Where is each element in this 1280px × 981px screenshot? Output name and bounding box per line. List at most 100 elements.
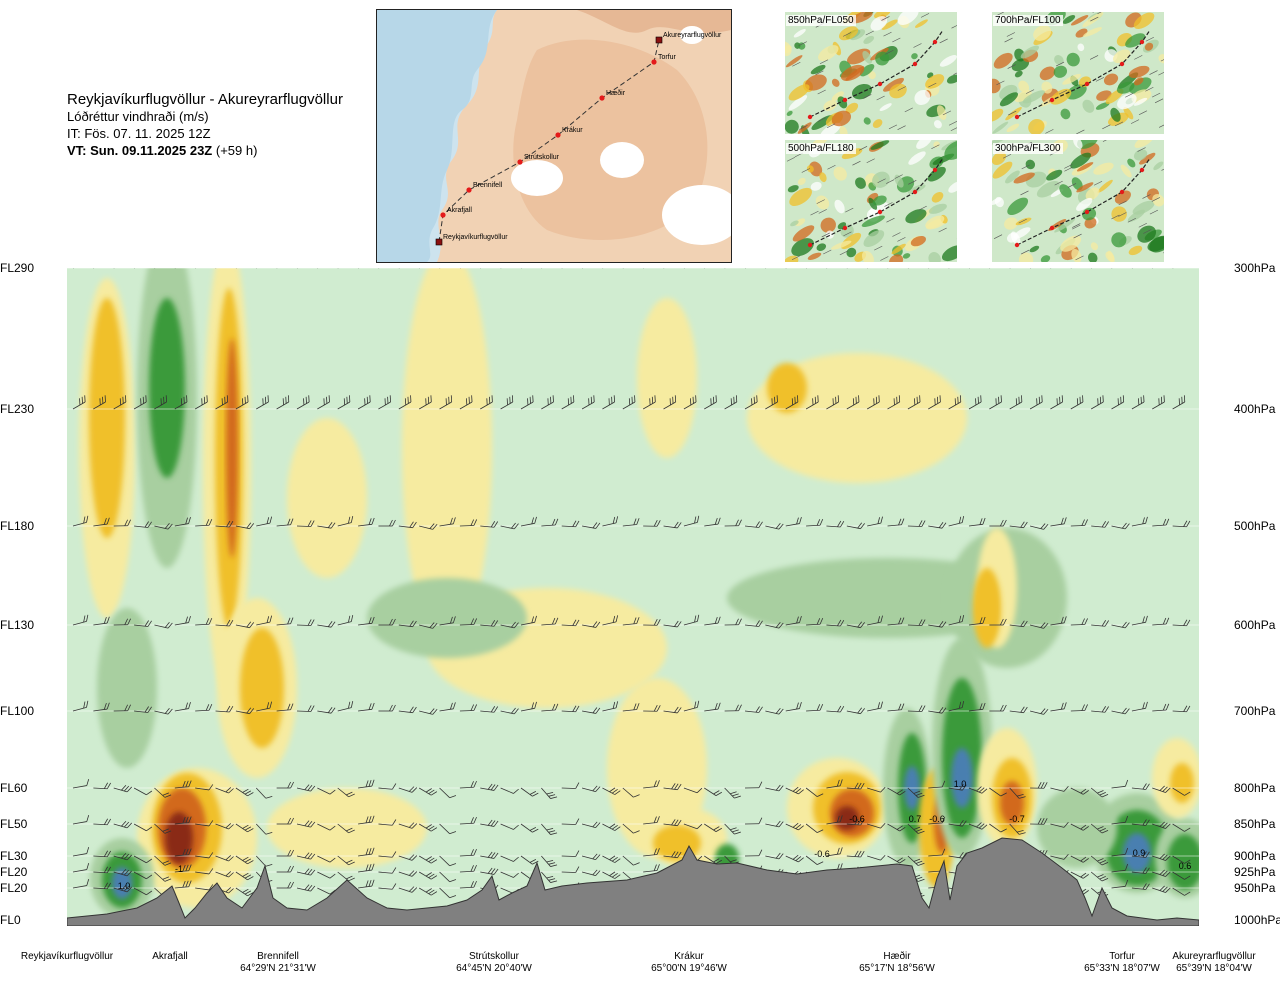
level-map-texture [1158,54,1164,64]
level-map-texture [1062,15,1076,24]
wind-barb [602,855,621,863]
level-map-barb [1095,77,1105,82]
waypoint-coord: 65°00'N 19°46'W [651,963,727,974]
level-map-barb [1137,147,1146,152]
level-map-texture [831,91,844,102]
level-map-barb [1002,154,1012,159]
level-map-texture [793,28,806,38]
wind-barb [724,618,742,626]
wind-barb [195,852,214,859]
wind-barb [765,852,784,860]
wind-barb [561,850,580,857]
contour-label: -0.7 [1009,814,1025,824]
level-map-texture [933,120,942,129]
wind-barb [276,395,290,410]
wind-barb [378,783,397,790]
level-map-waypoint [1119,189,1125,195]
wind-barb [174,864,192,873]
wind-barb [256,516,273,527]
wind-barb [195,868,214,875]
wind-barb [439,871,457,883]
level-map-texture [936,105,947,120]
pressure-level-label: 500hPa [1234,519,1276,533]
level-map-700-graphic [992,12,1164,134]
level-map-texture [863,230,885,248]
wind-barb [520,395,534,410]
wind-barb [195,884,214,891]
level-map-texture [905,209,927,224]
waypoint-name: Brennifell [257,951,299,962]
level-map-barb [817,117,826,122]
wind-barb [887,518,905,527]
level-map-barb [951,25,957,29]
level-map-barb [816,199,825,204]
level-map-texture [946,74,957,84]
level-map-barb [1021,164,1030,170]
wind-barb [174,780,192,789]
wind-barb [1172,705,1191,713]
valid-offset: (+59 h) [215,143,258,158]
wind-barb [785,395,799,410]
wind-barb [928,816,946,825]
level-map-barb [892,37,901,43]
wind-barb [93,850,112,858]
wind-barb [1131,783,1150,790]
level-map-barb [931,144,940,150]
level-map-texture [1011,58,1030,72]
wind-barb [276,781,294,789]
level-map-waypoint [912,189,918,195]
wind-barb [704,517,721,527]
level-map-texture [1153,161,1164,171]
waypoint-name: Akureyrarflugvöllur [1172,951,1256,962]
wind-barb [195,784,214,791]
wind-barb [174,395,188,410]
waypoint-coord: 64°45'N 20°40'W [456,963,532,974]
wind-barb [72,700,89,712]
wind-barb [1050,517,1067,527]
wind-barb [215,823,234,830]
level-map-barb [1004,37,1013,43]
level-map-texture [1139,152,1156,165]
wind-barb [235,855,254,865]
wind-barb [134,706,152,713]
wind-barb [989,395,1002,410]
flight-level-label: FL20 [0,881,28,895]
wind-barb [765,708,784,715]
level-map-texture [834,199,845,214]
wind-barb [296,395,310,410]
wind-barb [1050,854,1069,860]
wind-barb [622,617,640,626]
wind-barb [867,615,883,626]
level-map-barb [1158,124,1164,128]
level-map-texture [1025,159,1036,170]
wind-barb [744,781,763,789]
level-map-texture [1060,235,1082,252]
wind-barb [1172,619,1191,627]
wind-barb [643,520,661,527]
level-map-texture [1111,232,1127,248]
level-map-texture [788,95,808,111]
level-map-waypoint [807,114,813,120]
wind-barb [255,787,273,799]
wind-barb [867,854,886,861]
level-map-waypoint [842,225,848,231]
level-map-barb [1020,190,1029,196]
wind-barb [337,787,355,798]
level-map-texture [1132,200,1155,215]
wind-barb [133,787,153,796]
wind-barb [317,522,336,529]
level-map-texture [820,122,842,134]
wind-barb [805,395,819,410]
level-map-texture [1070,152,1091,169]
wind-barb [337,871,355,882]
level-map-texture [1076,162,1094,172]
wind-barb [581,869,601,877]
wind-barb [785,854,804,863]
level-map-waypoint [877,209,883,215]
wind-barb [418,887,438,896]
wind-barb [378,819,397,826]
wind-barb [154,823,172,834]
level-map-texture [992,121,1009,134]
wind-barb [541,787,558,799]
wind-barb [418,823,438,832]
